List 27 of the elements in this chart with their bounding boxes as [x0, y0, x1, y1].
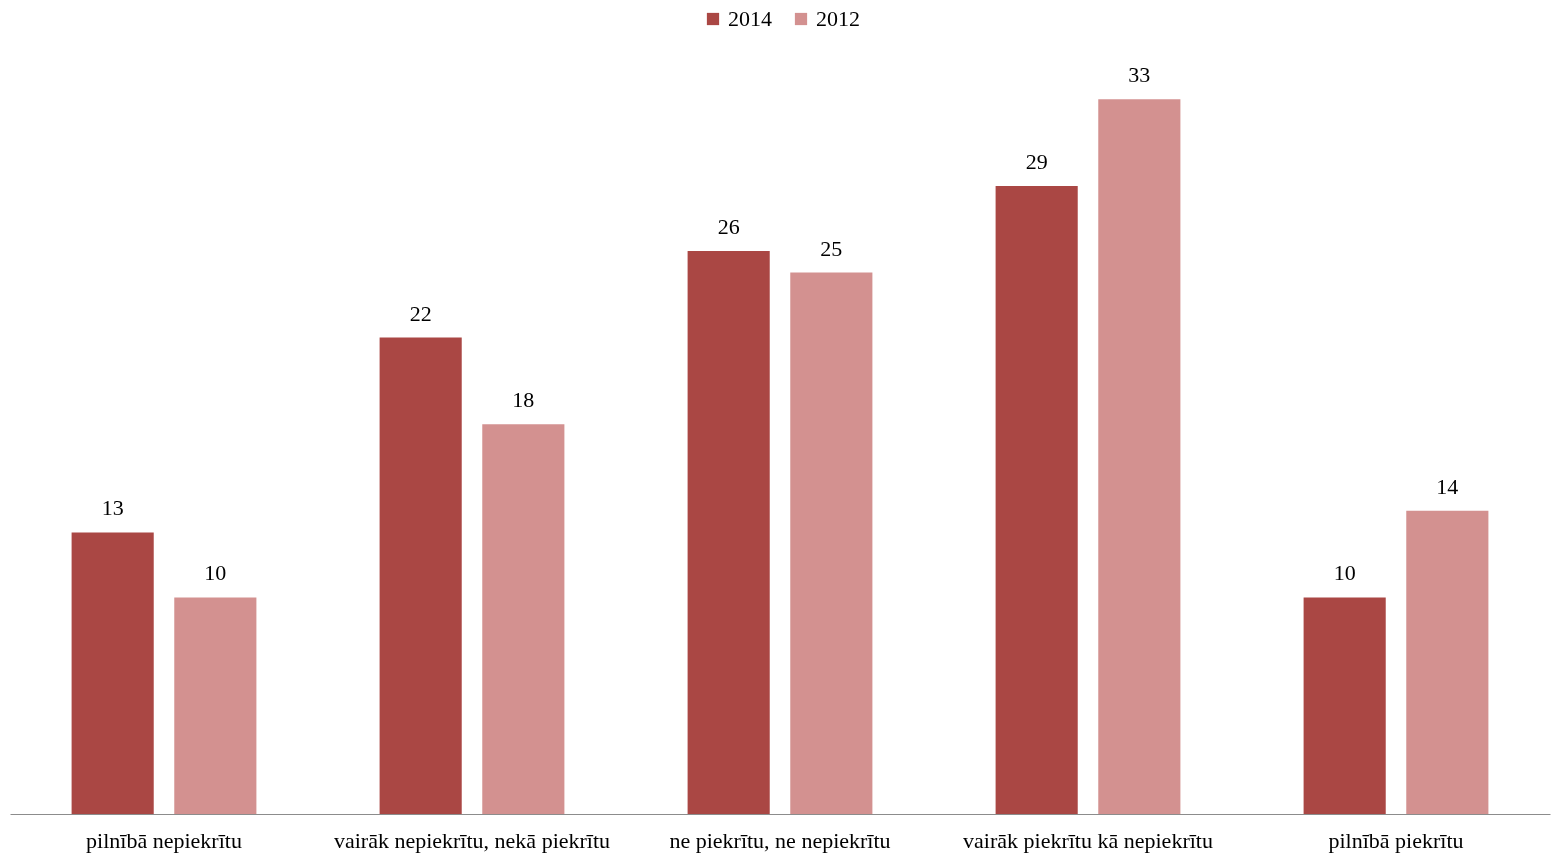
data-label: 10: [204, 560, 227, 586]
bar: [687, 250, 770, 814]
bar: [482, 424, 565, 814]
bar: [995, 185, 1078, 814]
data-label: 10: [1333, 560, 1356, 586]
data-label: 25: [820, 235, 843, 261]
x-tick-label: ne piekrītu, ne nepiekrītu: [669, 827, 891, 853]
x-tick-label: vairāk nepiekrītu, nekā piekrītu: [333, 827, 611, 853]
data-label: 13: [101, 495, 124, 521]
bar: [71, 532, 154, 814]
data-label: 33: [1128, 62, 1151, 88]
data-label: 26: [717, 213, 740, 239]
data-label: 29: [1025, 148, 1048, 174]
data-label: 14: [1436, 473, 1459, 499]
bar: [1406, 510, 1489, 814]
bar: [1303, 597, 1386, 814]
x-tick-label: pilnībā nepiekrītu: [86, 827, 242, 853]
x-tick-label: vairāk piekrītu kā nepiekrītu: [963, 827, 1213, 853]
bar: [1098, 99, 1181, 814]
legend-label: 2014: [728, 6, 772, 31]
legend-label: 2012: [816, 6, 860, 31]
bar: [379, 337, 462, 814]
bar: [174, 597, 257, 814]
data-label: 22: [409, 300, 432, 326]
data-label: 18: [512, 387, 535, 413]
bar: [790, 272, 873, 814]
x-tick-label: pilnībā piekrītu: [1328, 827, 1464, 853]
